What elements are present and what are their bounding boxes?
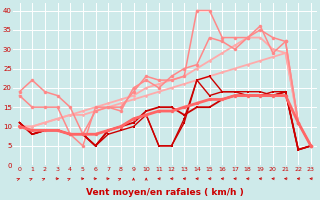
- X-axis label: Vent moyen/en rafales ( km/h ): Vent moyen/en rafales ( km/h ): [86, 188, 244, 197]
